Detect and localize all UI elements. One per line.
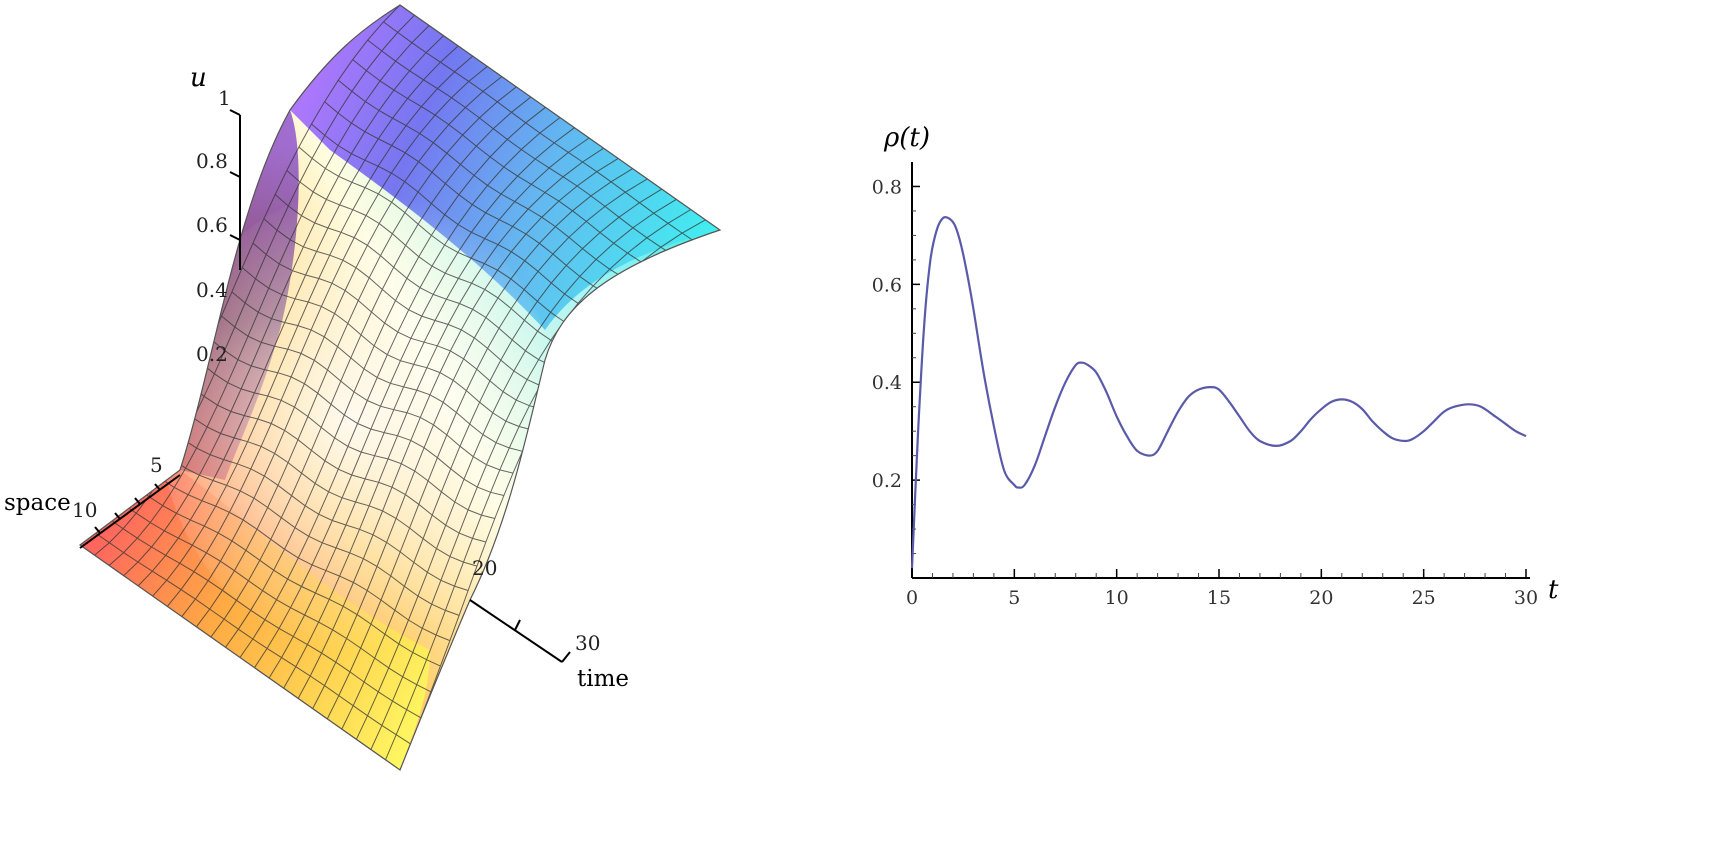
surface-outline	[78, 4, 722, 771]
mesh-line	[326, 178, 648, 720]
space-tick-label: 10	[72, 498, 97, 522]
mesh-line	[137, 45, 459, 587]
space-tick-label: 5	[150, 453, 163, 477]
z-axis-label: u	[190, 63, 207, 93]
x-axis-label: t	[1548, 575, 1559, 605]
mesh-line	[268, 137, 590, 679]
mesh-line	[341, 188, 663, 730]
time-tick-label: 30	[575, 631, 600, 655]
z-tick-label: 0.6	[196, 213, 228, 237]
mesh-line	[166, 66, 488, 607]
mesh-line	[123, 35, 444, 577]
surface-plot: u 1 0.8 0.6 0.4 0.2 5 space 10 20 30 tim…	[4, 4, 722, 771]
x-tick-label: 10	[1105, 587, 1129, 609]
z-axis	[229, 109, 241, 270]
x-tick-label: 25	[1412, 587, 1436, 609]
space-axis-label: space	[4, 490, 71, 516]
mesh-line	[108, 25, 430, 566]
time-axis-label: time	[577, 666, 629, 692]
mesh-line	[239, 117, 561, 658]
mesh-line	[283, 147, 604, 689]
mesh-line	[181, 76, 503, 617]
y-axis-label: ρ(t)	[883, 123, 930, 153]
time-axis	[469, 599, 571, 663]
plot-series	[910, 215, 1527, 569]
x-tick-label: 0	[906, 587, 918, 609]
y-tick-label: 0.8	[872, 176, 902, 198]
plot-ticks: 0 5 10 15 20 25 30 0.2 0.4 0.6 0.8	[872, 176, 1538, 609]
z-tick-label: 1	[218, 86, 231, 110]
space-axis	[79, 474, 181, 549]
rho-series-line	[910, 215, 1527, 569]
mesh-line	[210, 96, 532, 638]
mesh-line	[370, 209, 692, 750]
mesh-line	[355, 198, 677, 740]
mesh-line	[196, 86, 517, 628]
x-tick-label: 20	[1309, 587, 1333, 609]
mesh-line	[152, 55, 474, 597]
x-tick-label: 15	[1207, 587, 1231, 609]
z-tick-label: 0.2	[196, 342, 228, 366]
y-tick-label: 0.4	[872, 372, 902, 394]
surface-mesh	[80, 5, 720, 770]
x-tick-label: 5	[1008, 587, 1020, 609]
y-tick-label: 0.6	[872, 274, 902, 296]
y-tick-label: 0.2	[872, 470, 902, 492]
mesh-line	[254, 127, 575, 668]
mesh-line	[225, 106, 546, 648]
time-tick-label: 20	[472, 556, 497, 580]
mesh-line	[312, 168, 633, 709]
z-tick-label: 0.4	[196, 278, 228, 302]
x-tick-label: 30	[1514, 587, 1538, 609]
plot-axes	[911, 162, 1530, 579]
mesh-line	[297, 157, 619, 699]
z-tick-label: 0.8	[196, 149, 228, 173]
line-plot: 0 5 10 15 20 25 30 0.2 0.4 0.6 0.8 ρ(t) t	[872, 123, 1559, 609]
